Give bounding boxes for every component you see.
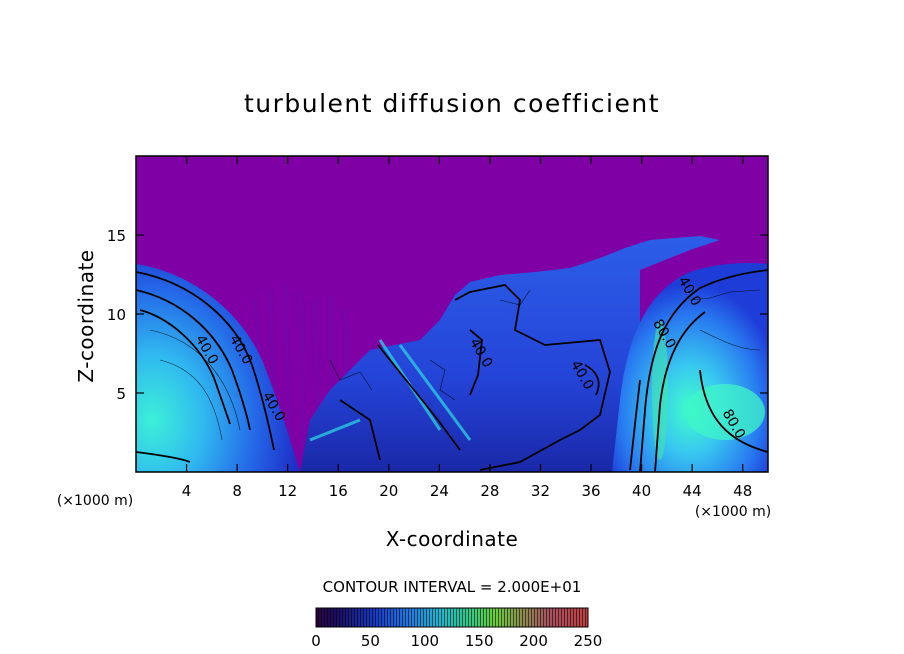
x-tick-label: 48 (733, 482, 752, 500)
colorbar-tick-label: 150 (465, 632, 494, 650)
colorbar-tick-label: 200 (519, 632, 548, 650)
contour-interval-text: CONTOUR INTERVAL = 2.000E+01 (323, 578, 582, 596)
x-tick-label: 4 (182, 482, 192, 500)
y-axis-label: Z-coordinate (74, 249, 98, 382)
x-tick-label: 20 (379, 482, 398, 500)
x-unit-label-left: (×1000 m) (57, 493, 133, 509)
colorbar-tick-label: 0 (311, 632, 321, 650)
colorbar-tick-label: 50 (361, 632, 380, 650)
x-tick-label: 28 (480, 482, 499, 500)
x-tick-label: 8 (232, 482, 242, 500)
x-axis-label: X-coordinate (386, 527, 519, 551)
x-tick-label: 40 (632, 482, 651, 500)
colorbar (315, 607, 589, 628)
heatmap-field (136, 156, 768, 472)
colorbar-tick-label: 250 (574, 632, 603, 650)
x-tick-label: 24 (430, 482, 449, 500)
y-tick-label: 5 (116, 385, 126, 403)
x-unit-label-right: (×1000 m) (695, 504, 771, 520)
y-tick-label: 15 (107, 227, 126, 245)
x-tick-label: 36 (581, 482, 600, 500)
chart-title: turbulent diffusion coefficient (244, 89, 660, 118)
y-tick-label: 10 (107, 306, 126, 324)
colorbar-ticks: 0 50 100 150 200 250 (311, 632, 602, 650)
x-tick-label: 44 (683, 482, 702, 500)
x-tick-label: 12 (278, 482, 297, 500)
x-tick-label: 32 (531, 482, 550, 500)
x-tick-label: 16 (329, 482, 348, 500)
x-axis: 4 8 12 16 20 24 28 32 36 40 44 48 (182, 156, 752, 500)
colorbar-tick-label: 100 (410, 632, 439, 650)
y-axis: 5 10 15 (107, 227, 768, 403)
